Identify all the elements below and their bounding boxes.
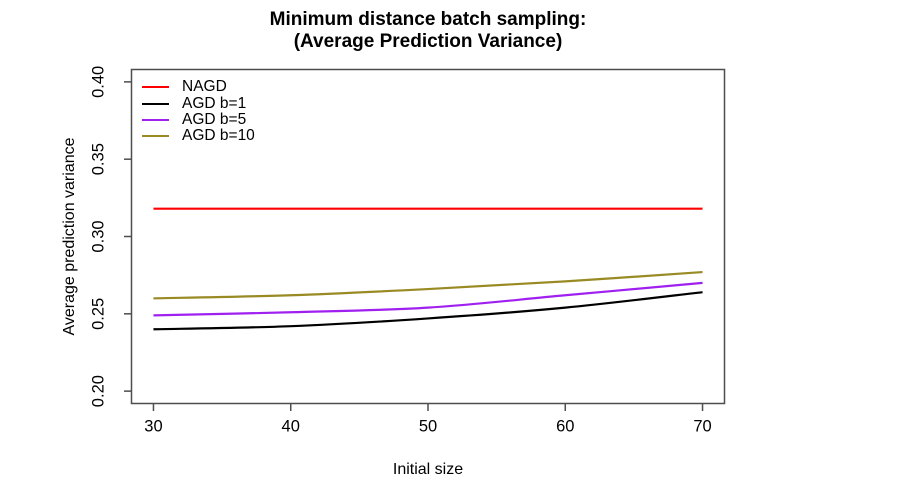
chart-title: Minimum distance batch sampling: (Averag… — [131, 9, 725, 53]
series-line-agd-b-1 — [153, 291, 703, 331]
x-tick-label: 70 — [693, 418, 711, 436]
x-tick-label: 40 — [282, 418, 300, 436]
legend-item-agd-b-5: AGD b=5 — [142, 110, 255, 128]
y-tick-label: 0.30 — [90, 220, 108, 252]
legend-label: AGD b=1 — [182, 94, 247, 112]
y-tick-label: 0.25 — [90, 298, 108, 330]
y-tick-label: 0.40 — [90, 66, 108, 98]
legend-label: AGD b=5 — [182, 110, 247, 128]
series-line-agd-b-10 — [153, 270, 703, 300]
legend-line-icon — [142, 102, 169, 105]
series-line-agd-b-5 — [153, 281, 703, 317]
legend-label: NAGD — [182, 78, 227, 96]
chart-title-line-1: Minimum distance batch sampling: — [269, 9, 587, 30]
legend-label: AGD b=10 — [182, 127, 255, 145]
y-tick-label: 0.20 — [90, 375, 108, 407]
legend: NAGD AGD b=1 AGD b=5 AGD b=10 — [142, 78, 255, 145]
x-axis-label: Initial size — [392, 461, 464, 478]
x-tick-label: 60 — [556, 418, 574, 436]
legend-line-icon — [142, 86, 169, 89]
legend-line-icon — [142, 135, 169, 138]
legend-line-icon — [142, 118, 169, 121]
x-tick-label: 30 — [144, 418, 162, 436]
chart-title-line-2: (Average Prediction Variance) — [293, 31, 563, 52]
y-tick-label: 0.35 — [90, 143, 108, 175]
legend-item-nagd: NAGD — [142, 78, 255, 96]
legend-item-agd-b-1: AGD b=1 — [142, 94, 255, 112]
legend-item-agd-b-10: AGD b=10 — [142, 127, 255, 145]
x-tick-label: 50 — [419, 418, 437, 436]
y-axis-label: Average prediction variance — [61, 137, 78, 336]
